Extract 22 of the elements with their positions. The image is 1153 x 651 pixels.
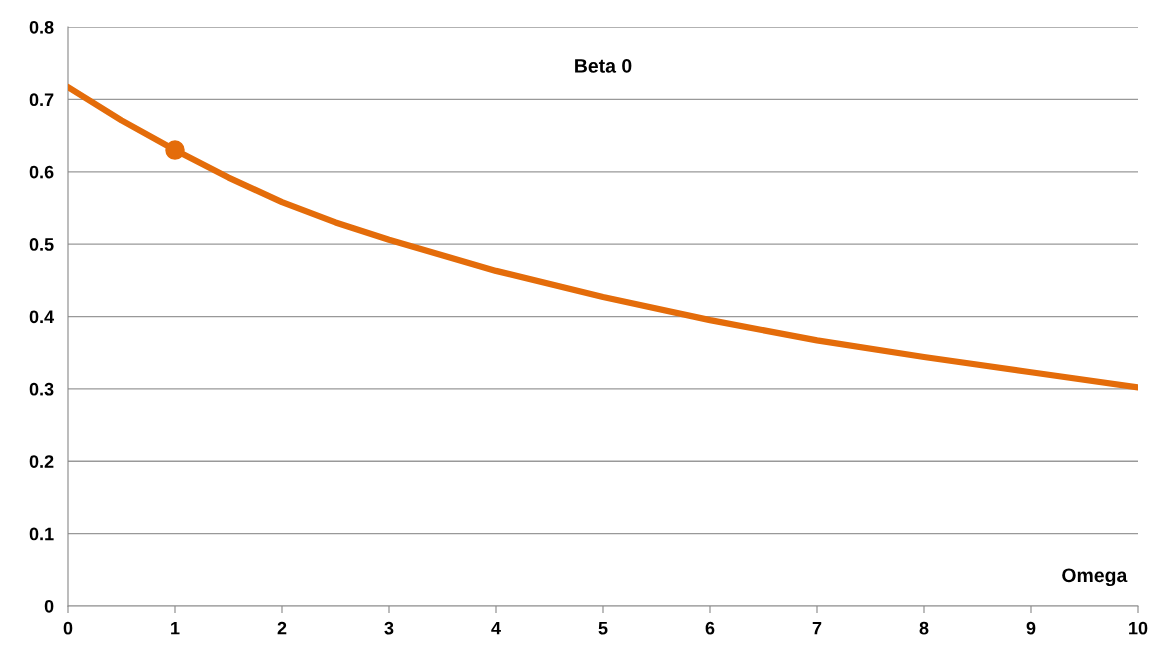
x-tick-label: 9 bbox=[1026, 621, 1036, 635]
x-tick-label: 7 bbox=[812, 621, 822, 635]
y-tick-label: 0.2 bbox=[29, 455, 54, 468]
y-tick-label: 0.4 bbox=[29, 310, 55, 324]
y-tick-label: 0.5 bbox=[29, 238, 54, 251]
x-tick-label: 4 bbox=[491, 621, 501, 635]
x-tick-label: 10 bbox=[1129, 621, 1148, 635]
x-tick-label: 6 bbox=[705, 621, 715, 635]
y-tick-label: 0.8 bbox=[29, 20, 54, 34]
x-tick-label: 2 bbox=[277, 621, 287, 635]
y-tick-label: 0.7 bbox=[29, 93, 54, 107]
y-tick-label: 0.3 bbox=[29, 382, 54, 396]
x-tick-label: 8 bbox=[919, 621, 929, 635]
y-tick-label: 0.6 bbox=[29, 165, 54, 179]
x-axis-title: Omega bbox=[1062, 568, 1128, 587]
x-tick-label: 5 bbox=[598, 621, 608, 635]
x-tick-label: 1 bbox=[171, 621, 180, 635]
text: Beta 0 bbox=[575, 58, 632, 73]
y-tick-label: 0 bbox=[44, 599, 54, 613]
x-tick-label: 3 bbox=[384, 621, 394, 635]
x-tick-label: 0 bbox=[63, 621, 73, 635]
y-tick-label: 0.1 bbox=[29, 527, 54, 541]
